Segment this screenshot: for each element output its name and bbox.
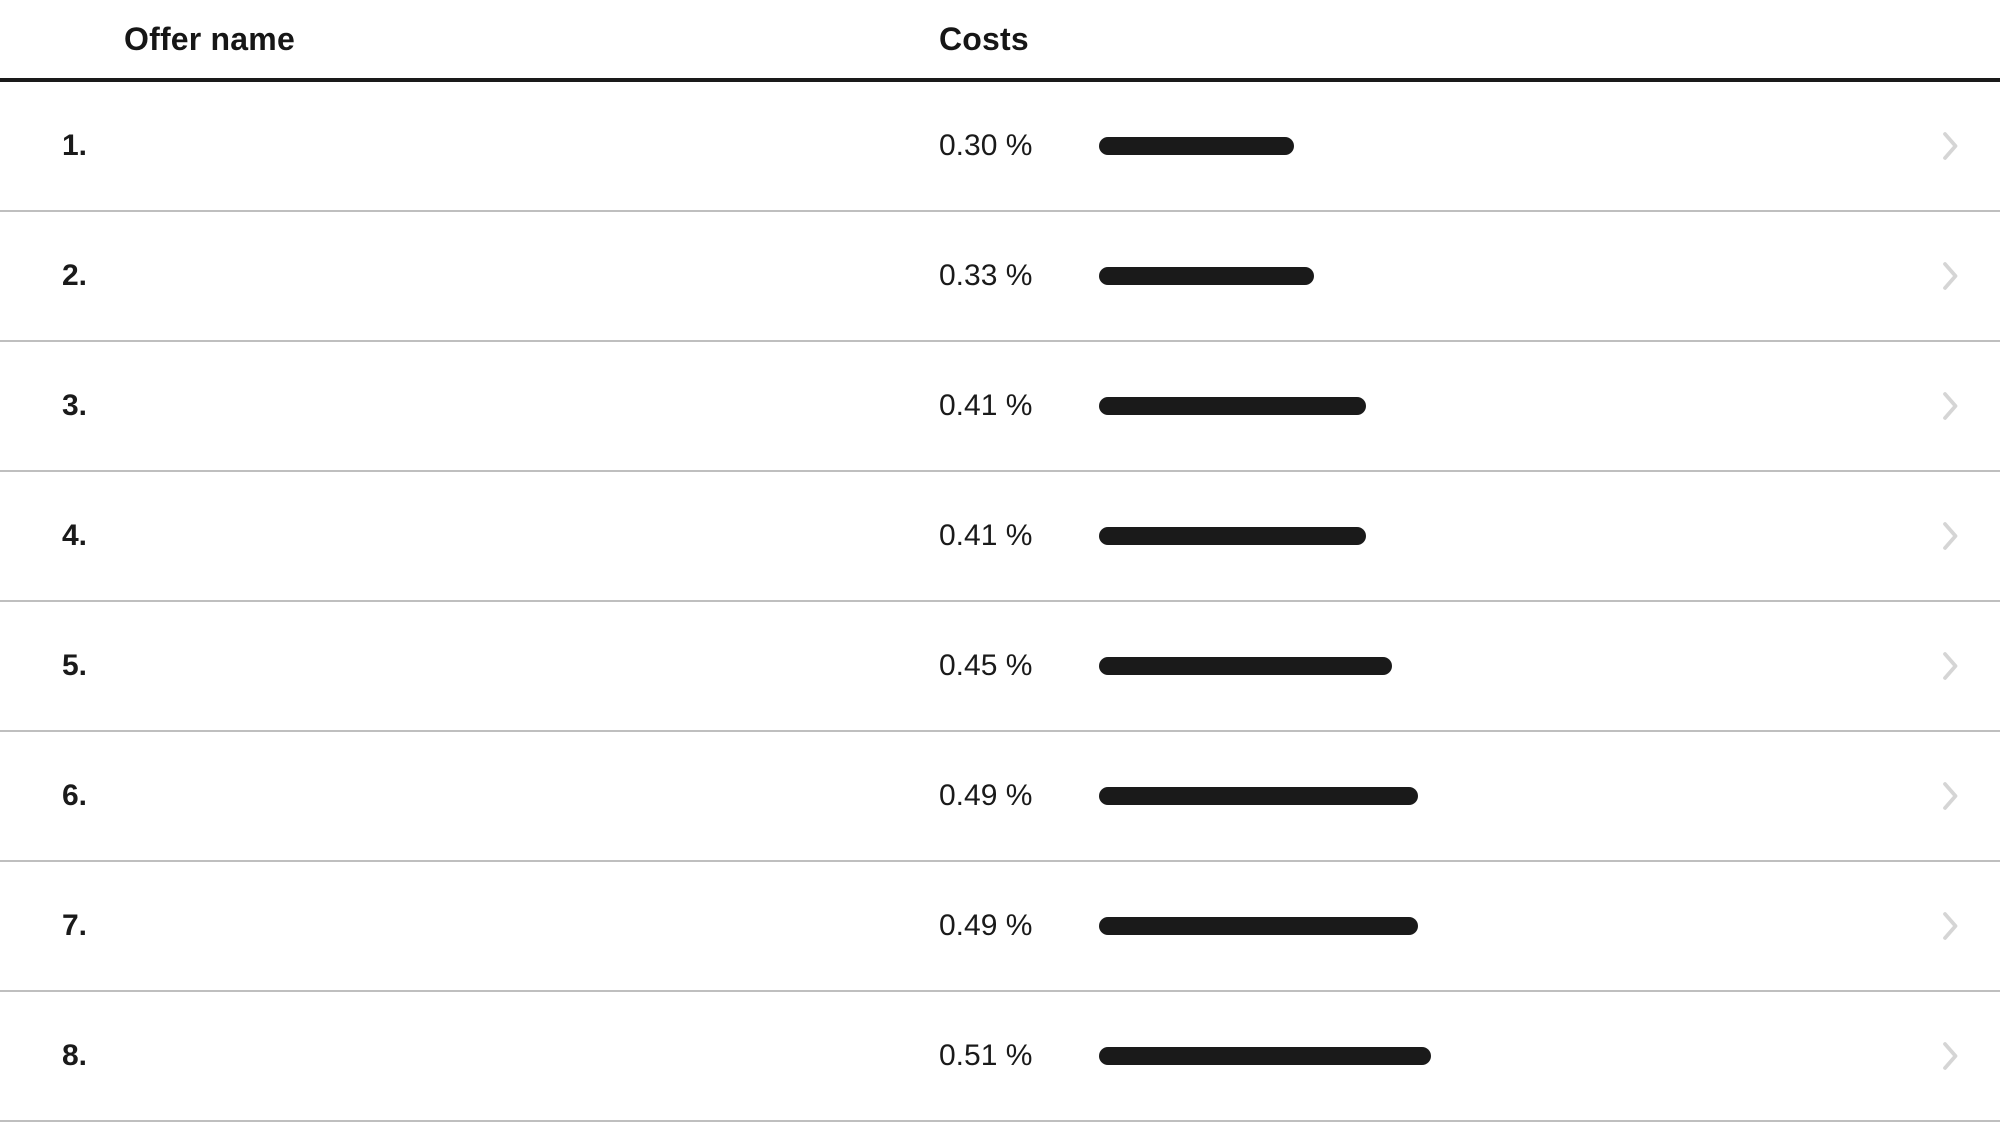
row-cost-value: 0.45 % <box>939 649 1032 682</box>
table-row[interactable]: 4. 0.41 % <box>0 472 2000 602</box>
offers-table: Offer name Costs 1. 0.30 % 2. 0.33 % 3. 0.41 … <box>0 0 2000 1122</box>
chevron-right-icon <box>1942 1041 1960 1071</box>
row-rank: 3. <box>62 389 87 422</box>
table-row[interactable]: 1. 0.30 % <box>0 82 2000 212</box>
row-rank: 2. <box>62 259 87 292</box>
cost-bar <box>1099 657 1392 675</box>
row-rank: 5. <box>62 649 87 682</box>
table-row[interactable]: 2. 0.33 % <box>0 212 2000 342</box>
table-row[interactable]: 5. 0.45 % <box>0 602 2000 732</box>
table-row[interactable]: 6. 0.49 % <box>0 732 2000 862</box>
cost-bar <box>1099 917 1418 935</box>
row-rank: 1. <box>62 129 87 162</box>
cost-bar <box>1099 137 1294 155</box>
row-cost-value: 0.41 % <box>939 519 1032 552</box>
chevron-right-icon <box>1942 781 1960 811</box>
row-cost-value: 0.30 % <box>939 129 1032 162</box>
chevron-right-icon <box>1942 911 1960 941</box>
table-row[interactable]: 3. 0.41 % <box>0 342 2000 472</box>
cost-bar <box>1099 267 1314 285</box>
cost-bar <box>1099 527 1366 545</box>
table-header-row: Offer name Costs <box>0 0 2000 82</box>
table-row[interactable]: 8. 0.51 % <box>0 992 2000 1122</box>
row-rank: 6. <box>62 779 87 812</box>
row-rank: 7. <box>62 909 87 942</box>
row-rank: 4. <box>62 519 87 552</box>
chevron-right-icon <box>1942 651 1960 681</box>
row-cost-value: 0.49 % <box>939 779 1032 812</box>
chevron-right-icon <box>1942 131 1960 161</box>
chevron-right-icon <box>1942 521 1960 551</box>
row-cost-value: 0.51 % <box>939 1039 1032 1072</box>
table-row[interactable]: 7. 0.49 % <box>0 862 2000 992</box>
row-rank: 8. <box>62 1039 87 1072</box>
row-cost-value: 0.49 % <box>939 909 1032 942</box>
header-offer-name: Offer name <box>124 21 295 57</box>
chevron-right-icon <box>1942 391 1960 421</box>
cost-bar <box>1099 397 1366 415</box>
row-cost-value: 0.33 % <box>939 259 1032 292</box>
cost-bar <box>1099 1047 1431 1065</box>
chevron-right-icon <box>1942 261 1960 291</box>
row-cost-value: 0.41 % <box>939 389 1032 422</box>
cost-bar <box>1099 787 1418 805</box>
header-costs: Costs <box>939 21 1029 57</box>
